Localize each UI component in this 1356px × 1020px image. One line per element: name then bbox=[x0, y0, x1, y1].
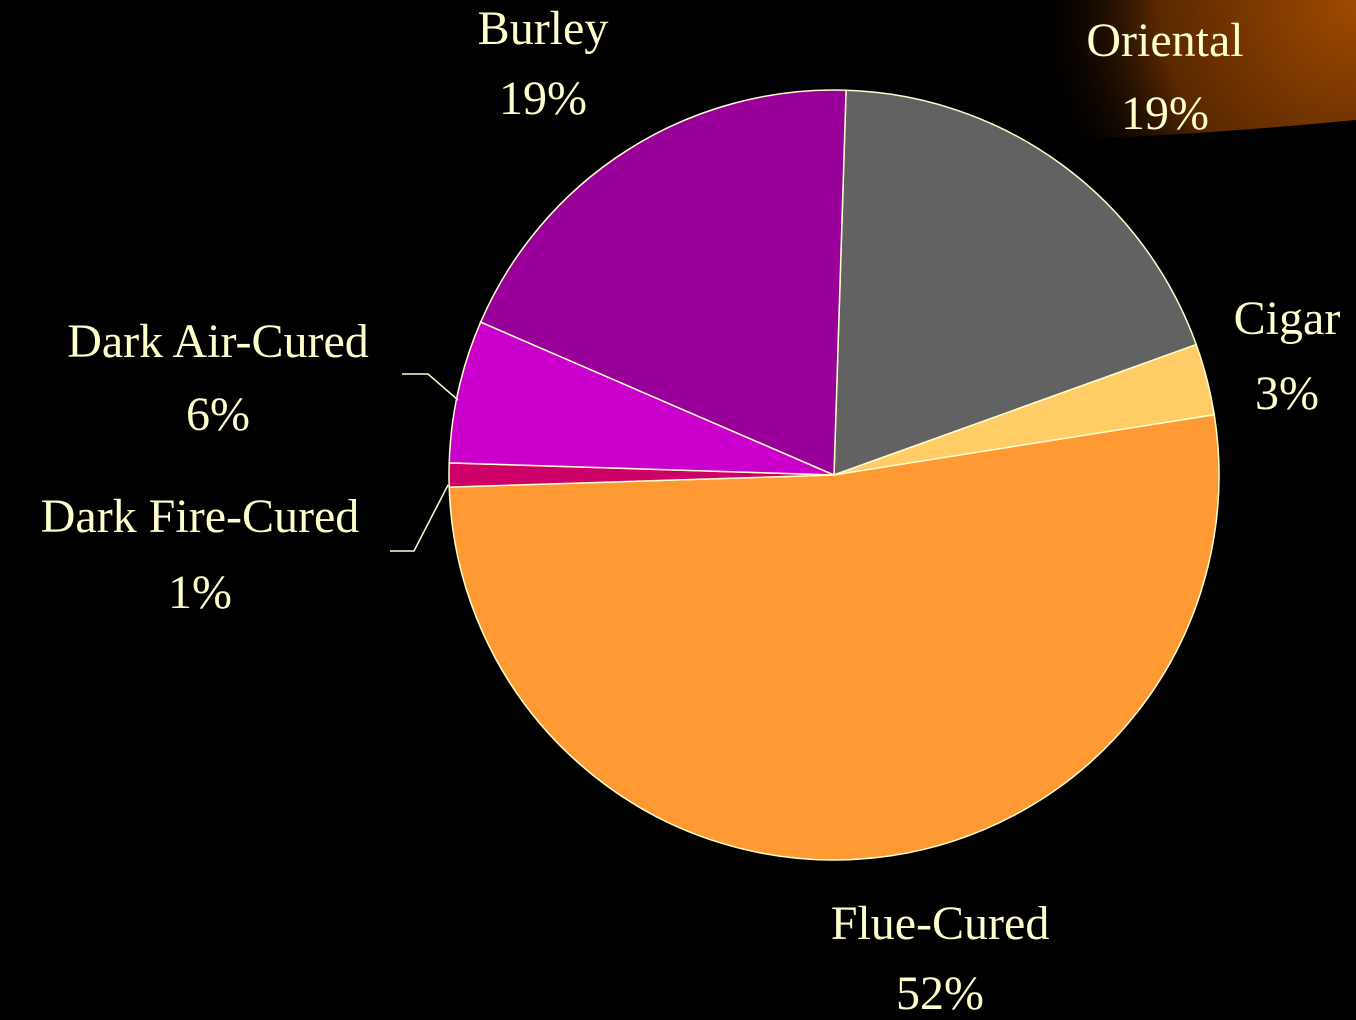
labels: Oriental 19% Cigar 3% Flue-Cured 52% Dark Fire… bbox=[41, 2, 1341, 1020]
value-label: 3% bbox=[1255, 367, 1319, 420]
value-label: 6% bbox=[186, 388, 250, 441]
pie-slice bbox=[448, 413, 1220, 861]
value-label: 1% bbox=[168, 566, 232, 619]
value-label: 52% bbox=[896, 967, 984, 1020]
leader-line bbox=[390, 484, 449, 552]
leader-line bbox=[402, 373, 459, 401]
category-label: Burley bbox=[478, 2, 609, 55]
category-label: Cigar bbox=[1234, 292, 1341, 345]
category-label: Flue-Cured bbox=[831, 897, 1050, 950]
pie-slice bbox=[479, 89, 847, 477]
pie-slice bbox=[448, 321, 835, 476]
decoration bbox=[1046, 0, 1356, 140]
pie-slice bbox=[833, 89, 1198, 477]
value-label: 19% bbox=[499, 72, 587, 125]
category-label: Dark Air-Cured bbox=[67, 315, 369, 368]
category-label: Dark Fire-Cured bbox=[41, 490, 360, 543]
pie bbox=[448, 89, 1220, 861]
category-label: Oriental bbox=[1086, 14, 1243, 67]
value-label: 19% bbox=[1121, 87, 1209, 140]
